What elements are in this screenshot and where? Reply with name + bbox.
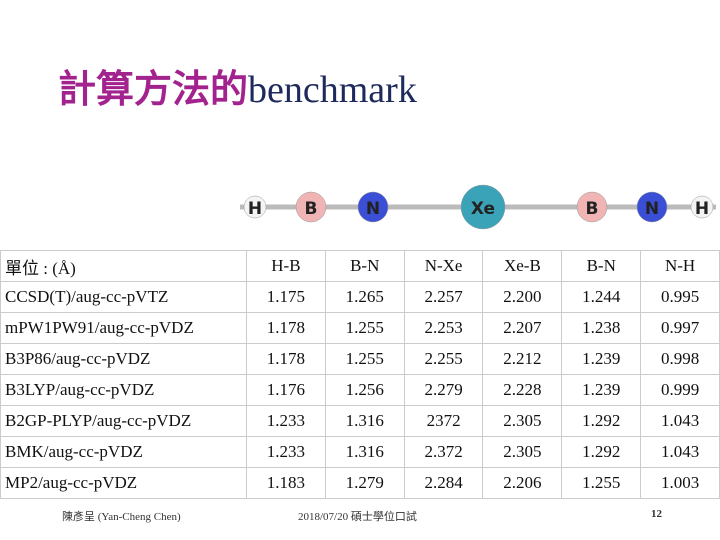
- header-cell: N-H: [640, 250, 720, 282]
- cell: 2.207: [482, 312, 563, 344]
- row: B3P86/aug-cc-pVDZ 1.178 1.255 2.255 2.212 1.2…: [0, 343, 720, 375]
- atom-label: Xe: [471, 199, 495, 219]
- cell: 1.233: [246, 405, 326, 437]
- cell: CCSD(T)/aug-cc-pVTZ: [0, 281, 247, 313]
- cell: 1.255: [324, 343, 405, 375]
- cell: 0.999: [640, 374, 720, 406]
- cell: 1.279: [324, 467, 405, 499]
- cell: 1.292: [561, 405, 642, 437]
- cell: 2.206: [482, 467, 563, 499]
- cell: 2372: [403, 405, 484, 437]
- atom: [690, 195, 714, 219]
- atom-label: B: [305, 199, 318, 219]
- atom: [636, 191, 668, 223]
- header-cell: B-N: [561, 250, 642, 282]
- molecule: H B N Xe B N H: [240, 184, 716, 230]
- atom: [357, 191, 389, 223]
- cell: B3LYP/aug-cc-pVDZ: [0, 374, 247, 406]
- cell: 1.043: [640, 436, 720, 468]
- cell: 2.228: [482, 374, 563, 406]
- title: 計算方法的benchmark: [58, 58, 417, 113]
- atom: [460, 184, 506, 230]
- header-cell: Xe-B: [482, 250, 563, 282]
- cell: BMK/aug-cc-pVDZ: [0, 436, 247, 468]
- atom-label: H: [695, 199, 709, 219]
- table: 單位 : (Å) H-B B-N N-Xe Xe-B B-N N-H CCSD(T)/aug-…: [0, 250, 720, 499]
- cell: 1.265: [324, 281, 405, 313]
- cell: 1.292: [561, 436, 642, 468]
- header-cell: N-Xe: [403, 250, 484, 282]
- row: MP2/aug-cc-pVDZ 1.183 1.279 2.284 2.206 1.255…: [0, 467, 720, 499]
- cell: 1.256: [324, 374, 405, 406]
- title-cjk: 計算方法的: [58, 67, 249, 111]
- cell: 1.043: [640, 405, 720, 437]
- atom: [295, 191, 327, 223]
- footer-author: 陳彥呈 (Yan-Cheng Chen): [62, 511, 181, 523]
- cell: 2.305: [482, 405, 563, 437]
- cell: 1.255: [324, 312, 405, 344]
- atom-label: B: [586, 199, 599, 219]
- title-latin: benchmark: [248, 69, 417, 111]
- cell: B2GP-PLYP/aug-cc-pVDZ: [0, 405, 247, 437]
- cell: 1.176: [246, 374, 326, 406]
- header-cell: B-N: [324, 250, 405, 282]
- cell: 2.305: [482, 436, 563, 468]
- atom-label: H: [248, 199, 262, 219]
- cell: 2.372: [403, 436, 484, 468]
- cell: 2.284: [403, 467, 484, 499]
- header-cell: H-B: [246, 250, 326, 282]
- row: CCSD(T)/aug-cc-pVTZ 1.175 1.265 2.257 2.200 1…: [0, 281, 720, 313]
- cell: B3P86/aug-cc-pVDZ: [0, 343, 247, 375]
- footer-page: 12: [651, 508, 662, 520]
- cell: 2.200: [482, 281, 563, 313]
- cell: 1.003: [640, 467, 720, 499]
- footer-event: 2018/07/20 碩士學位口試: [298, 511, 417, 523]
- cell: 1.183: [246, 467, 326, 499]
- cell: 2.253: [403, 312, 484, 344]
- cell: 2.212: [482, 343, 563, 375]
- cell: 1.255: [561, 467, 642, 499]
- cell: 2.257: [403, 281, 484, 313]
- cell: 1.239: [561, 343, 642, 375]
- cell: MP2/aug-cc-pVDZ: [0, 467, 247, 499]
- cell: 0.997: [640, 312, 720, 344]
- row: B2GP-PLYP/aug-cc-pVDZ 1.233 1.316 2372 2.305…: [0, 405, 720, 437]
- cell: 1.316: [324, 436, 405, 468]
- row: BMK/aug-cc-pVDZ 1.233 1.316 2.372 2.305 1.292…: [0, 436, 720, 468]
- cell: 1.238: [561, 312, 642, 344]
- cell: 0.995: [640, 281, 720, 313]
- cell: 1.178: [246, 343, 326, 375]
- cell: 1.239: [561, 374, 642, 406]
- row: mPW1PW91/aug-cc-pVDZ 1.178 1.255 2.253 2.207…: [0, 312, 720, 344]
- cell: 1.175: [246, 281, 326, 313]
- cell: 2.255: [403, 343, 484, 375]
- atom-label: N: [366, 199, 380, 219]
- cell: 1.244: [561, 281, 642, 313]
- atom-label: N: [645, 199, 659, 219]
- cell: 1.233: [246, 436, 326, 468]
- cell: 1.316: [324, 405, 405, 437]
- atom: [243, 195, 267, 219]
- row: B3LYP/aug-cc-pVDZ 1.176 1.256 2.279 2.228 1.2…: [0, 374, 720, 406]
- cell: 0.998: [640, 343, 720, 375]
- cell: 1.178: [246, 312, 326, 344]
- header-row: 單位 : (Å) H-B B-N N-Xe Xe-B B-N N-H: [0, 250, 720, 282]
- atom: [576, 191, 608, 223]
- cell: mPW1PW91/aug-cc-pVDZ: [0, 312, 247, 344]
- header-cell: 單位 : (Å): [0, 250, 247, 282]
- cell: 2.279: [403, 374, 484, 406]
